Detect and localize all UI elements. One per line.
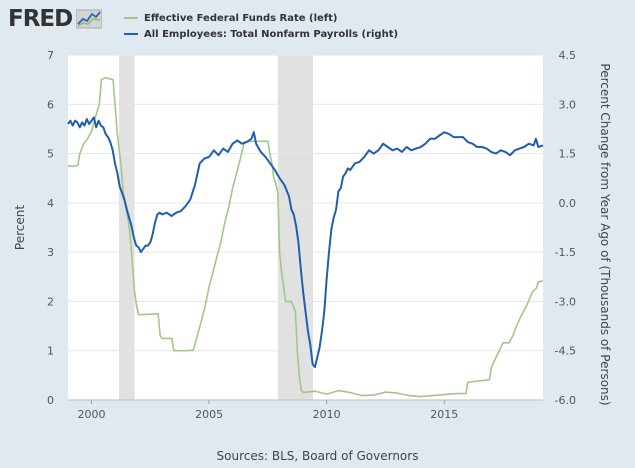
legend-entry-fed-funds[interactable]: Effective Federal Funds Rate (left) xyxy=(124,10,398,26)
y-right-tick-label: -3.0 xyxy=(555,295,576,308)
y-right-tick-label: -4.5 xyxy=(555,345,576,358)
y-left-tick-label: 2 xyxy=(47,295,54,308)
x-tick-label: 2015 xyxy=(430,408,458,421)
y-right-axis-title: Percent Change from Year Ago of (Thousan… xyxy=(598,63,612,405)
legend-entry-payrolls[interactable]: All Employees: Total Nonfarm Payrolls (r… xyxy=(124,26,398,42)
y-left-tick-label: 3 xyxy=(47,246,54,259)
y-left-tick-label: 6 xyxy=(47,98,54,111)
x-tick-label: 2000 xyxy=(78,408,106,421)
legend-swatch-payrolls xyxy=(124,33,138,35)
y-left-tick-label: 5 xyxy=(47,148,54,161)
y-right-tick-label: -1.5 xyxy=(555,246,576,259)
legend-label-payrolls: All Employees: Total Nonfarm Payrolls (r… xyxy=(144,28,399,40)
fred-logo-text: FRED xyxy=(8,6,73,32)
chart-legend: Effective Federal Funds Rate (left) All … xyxy=(124,10,398,42)
x-tick-label: 2010 xyxy=(313,408,341,421)
y-right-tick-label: 0.0 xyxy=(559,197,577,210)
series-line-fed-funds xyxy=(68,76,544,398)
y-left-axis-title: Percent xyxy=(13,205,27,250)
y-right-tick-label: 1.5 xyxy=(559,148,577,161)
y-right-tick-label: -6.0 xyxy=(555,394,576,407)
y-left-tick-label: 1 xyxy=(47,345,54,358)
line-graph-icon xyxy=(76,9,103,29)
fred-logo[interactable]: FRED xyxy=(8,6,103,32)
series-line-payrolls xyxy=(67,116,544,369)
source-note: Sources: BLS, Board of Governors xyxy=(216,449,419,463)
y-left-tick-label: 0 xyxy=(47,394,54,407)
recession-band xyxy=(119,55,135,400)
y-right-tick-label: 3.0 xyxy=(559,98,577,111)
legend-label-fed-funds: Effective Federal Funds Rate (left) xyxy=(144,12,338,24)
y-left-tick-label: 7 xyxy=(47,49,54,62)
y-right-tick-label: 4.5 xyxy=(559,49,577,62)
x-tick-label: 2005 xyxy=(195,408,223,421)
legend-swatch-fed-funds xyxy=(124,17,138,19)
y-left-tick-label: 4 xyxy=(47,197,54,210)
